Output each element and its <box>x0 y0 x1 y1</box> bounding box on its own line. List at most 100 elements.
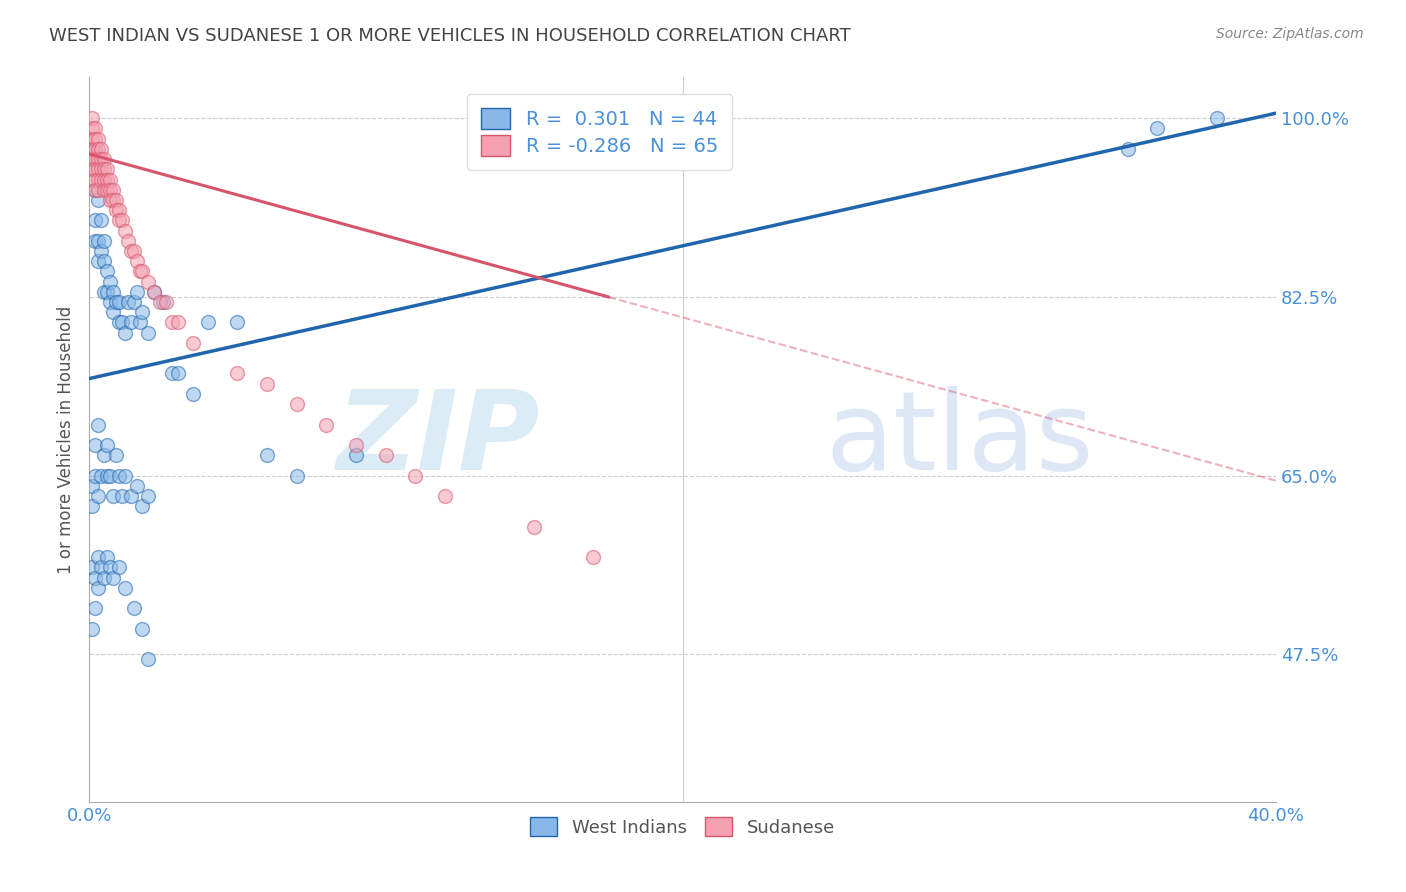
Point <box>404 468 426 483</box>
Point <box>1116 142 1139 156</box>
Point <box>90 213 112 227</box>
Point <box>96 285 118 299</box>
Point <box>93 234 115 248</box>
Point <box>90 142 112 156</box>
Point <box>114 326 136 340</box>
Point <box>143 285 166 299</box>
Point <box>87 254 110 268</box>
Point <box>122 601 145 615</box>
Point <box>256 376 278 391</box>
Point <box>1205 112 1227 126</box>
Point <box>104 295 127 310</box>
Point <box>285 397 308 411</box>
Point <box>131 264 153 278</box>
Point <box>138 652 160 666</box>
Point <box>125 479 148 493</box>
Point <box>87 581 110 595</box>
Point <box>523 519 546 533</box>
Text: atlas: atlas <box>825 386 1094 493</box>
Point <box>80 560 103 574</box>
Point <box>87 193 110 207</box>
Point <box>285 468 308 483</box>
Point <box>98 275 121 289</box>
Point <box>93 285 115 299</box>
Point <box>80 152 103 166</box>
Point <box>87 152 110 166</box>
Point <box>98 183 121 197</box>
Point <box>80 152 103 166</box>
Point <box>80 142 103 156</box>
Point <box>374 448 396 462</box>
Point <box>80 112 103 126</box>
Point <box>96 264 118 278</box>
Point <box>90 162 112 177</box>
Point <box>84 468 107 483</box>
Point <box>84 131 107 145</box>
Point <box>90 244 112 258</box>
Point <box>87 417 110 432</box>
Point <box>98 468 121 483</box>
Point <box>117 234 139 248</box>
Point <box>226 315 249 329</box>
Point <box>120 489 142 503</box>
Point <box>84 152 107 166</box>
Point <box>80 479 103 493</box>
Point <box>101 193 124 207</box>
Point <box>131 622 153 636</box>
Point <box>96 183 118 197</box>
Point <box>90 468 112 483</box>
Point <box>101 489 124 503</box>
Point <box>101 571 124 585</box>
Point <box>143 285 166 299</box>
Point <box>160 367 183 381</box>
Point <box>167 315 190 329</box>
Point <box>122 295 145 310</box>
Point <box>104 448 127 462</box>
Point <box>1146 121 1168 136</box>
Point <box>98 193 121 207</box>
Point <box>87 234 110 248</box>
Legend: West Indians, Sudanese: West Indians, Sudanese <box>523 810 842 844</box>
Point <box>101 285 124 299</box>
Point <box>107 468 129 483</box>
Point <box>87 131 110 145</box>
Point <box>96 172 118 186</box>
Point <box>80 142 103 156</box>
Point <box>80 622 103 636</box>
Point <box>256 448 278 462</box>
Point <box>155 295 177 310</box>
Point <box>87 162 110 177</box>
Point <box>120 244 142 258</box>
Point <box>582 550 605 565</box>
Point <box>87 142 110 156</box>
Point <box>84 213 107 227</box>
Point <box>101 183 124 197</box>
Point <box>107 315 129 329</box>
Point <box>152 295 174 310</box>
Point <box>117 295 139 310</box>
Point <box>80 162 103 177</box>
Point <box>84 601 107 615</box>
Point <box>114 581 136 595</box>
Point <box>120 315 142 329</box>
Point <box>149 295 172 310</box>
Point <box>197 315 219 329</box>
Point <box>181 335 204 350</box>
Point <box>93 162 115 177</box>
Point <box>98 295 121 310</box>
Point <box>160 315 183 329</box>
Point <box>90 152 112 166</box>
Point <box>114 223 136 237</box>
Point <box>181 387 204 401</box>
Point <box>111 489 134 503</box>
Point <box>131 305 153 319</box>
Point <box>93 152 115 166</box>
Point <box>87 489 110 503</box>
Point <box>90 560 112 574</box>
Point <box>138 326 160 340</box>
Point <box>80 121 103 136</box>
Point <box>93 571 115 585</box>
Text: WEST INDIAN VS SUDANESE 1 OR MORE VEHICLES IN HOUSEHOLD CORRELATION CHART: WEST INDIAN VS SUDANESE 1 OR MORE VEHICL… <box>49 27 851 45</box>
Point <box>111 213 134 227</box>
Point <box>93 183 115 197</box>
